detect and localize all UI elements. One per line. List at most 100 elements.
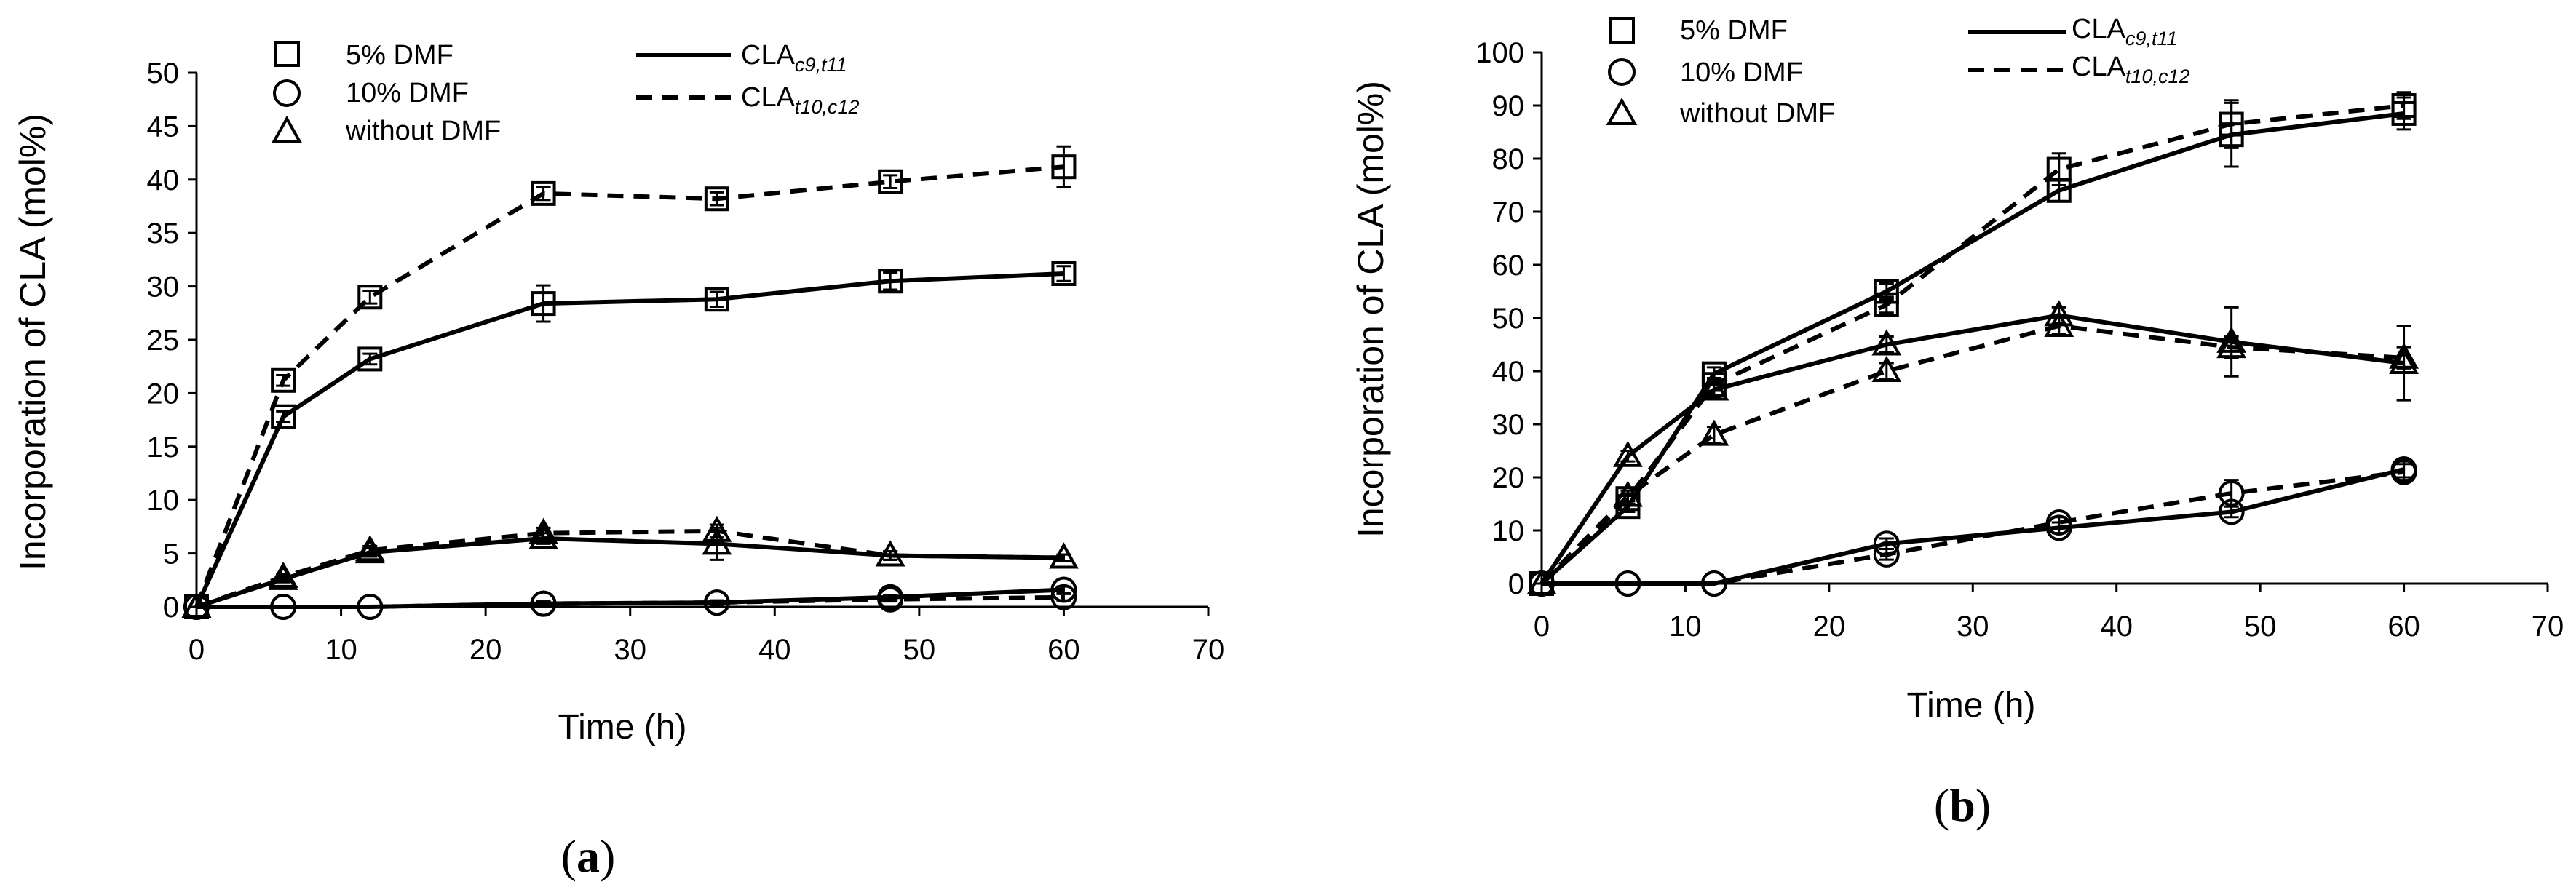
panel-b-plot-area: [1526, 91, 2420, 597]
data-point-triangle: [1526, 568, 1557, 594]
legend-b-label-10dmf: 10% DMF: [1680, 57, 1803, 88]
legend-a-item-nodmf: without DMF: [271, 115, 501, 146]
y-tick-label: 45: [147, 111, 180, 143]
x-tick-label: 10: [1669, 610, 1702, 643]
data-point-triangle: [702, 528, 732, 555]
data-point-triangle: [181, 591, 212, 618]
legend-b-label-nodmf: without DMF: [1679, 98, 1835, 129]
panel-a-xticks: 0 10 20 30 40 50 60 70: [189, 607, 1224, 666]
data-point-square: [878, 169, 903, 194]
panel-b-legend: 5% DMF 10% DMF without DMF CLAc9,t11 CLA…: [1606, 14, 2190, 129]
series-line-triangle-solid: [1539, 313, 2404, 585]
legend-b-item-t10c12: CLAt10,c12: [1968, 52, 2190, 87]
data-point-triangle: [1048, 542, 1079, 569]
data-point-triangle: [702, 515, 732, 542]
circle-marker-icon: [273, 79, 301, 107]
circle-marker-icon: [1608, 58, 1636, 86]
data-point-square: [1051, 154, 1077, 180]
legend-b-item-c9t11: CLAc9,t11: [1968, 14, 2177, 49]
legend-b-item-5dmf: 5% DMF: [1609, 15, 1788, 46]
y-tick-label: 5: [163, 538, 179, 570]
panel-b-label: (b): [1934, 779, 1991, 831]
data-point-triangle: [1699, 419, 1729, 446]
data-point-circle: [703, 589, 730, 616]
legend-a-item-c9t11: CLAc9,t11: [636, 40, 847, 76]
series-line-circle-dashed: [1542, 469, 2404, 586]
data-point-triangle: [528, 517, 559, 544]
legend-a-item-t10c12: CLAt10,c12: [636, 82, 860, 118]
x-tick-label: 40: [2100, 610, 2133, 643]
x-tick-label: 10: [325, 634, 357, 666]
y-tick-label: 50: [147, 57, 180, 90]
y-tick-label: 90: [1492, 90, 1525, 122]
data-point-triangle: [2389, 347, 2420, 375]
y-tick-label: 0: [163, 592, 179, 624]
data-point-triangle: [1871, 355, 1902, 382]
data-point-square: [1615, 486, 1641, 512]
data-point-square: [531, 180, 556, 206]
x-tick-label: 70: [1192, 634, 1225, 666]
x-tick-label: 20: [469, 634, 502, 666]
x-tick-label: 60: [2387, 610, 2420, 643]
y-tick-label: 40: [147, 164, 180, 196]
data-point-triangle: [1613, 480, 1643, 507]
data-point-triangle: [2216, 332, 2247, 359]
data-point-square: [271, 367, 296, 393]
data-point-triangle: [2389, 342, 2420, 369]
x-tick-label: 20: [1813, 610, 1846, 643]
panel-b-ylabel: Incorporation of CLA (mol%): [1350, 81, 1391, 538]
data-point-triangle: [354, 535, 385, 562]
y-tick-label: 100: [1475, 37, 1524, 69]
panel-b-xlabel: Time (h): [1907, 686, 2036, 725]
legend-b-item-10dmf: 10% DMF: [1608, 57, 1803, 88]
data-point-square: [531, 291, 556, 317]
panel-a-ylabel: Incorporation of CLA (mol%): [12, 114, 53, 570]
y-tick-label: 30: [1492, 409, 1525, 441]
legend-a-item-10dmf: 10% DMF: [273, 78, 469, 108]
square-marker-icon: [274, 41, 300, 67]
x-tick-label: 30: [1957, 610, 1989, 643]
data-point-square: [2046, 156, 2072, 182]
triangle-marker-icon: [1606, 97, 1638, 125]
y-tick-label: 40: [1492, 356, 1525, 388]
x-tick-label: 50: [2244, 610, 2277, 643]
data-point-circle: [2218, 480, 2245, 506]
y-tick-label: 80: [1492, 143, 1525, 175]
data-point-circle: [2390, 458, 2417, 485]
series-line-square-dashed: [1539, 103, 2404, 586]
y-tick-label: 35: [147, 218, 180, 250]
y-tick-label: 50: [1492, 303, 1525, 335]
data-point-circle: [1873, 541, 1900, 568]
panel-a-chart: Incorporation of CLA (mol%) 0 5 10 15 20 25 30…: [12, 57, 1224, 882]
legend-b-label-t10c12: CLAt10,c12: [2072, 52, 2190, 87]
panel-a-plot-area: [181, 145, 1079, 620]
data-point-square: [1051, 260, 1077, 286]
data-point-triangle: [1871, 329, 1902, 356]
x-tick-label: 0: [1534, 610, 1550, 643]
panel-b-yticks: 0 10 20 30 40 50 60 70 80 90 100: [1475, 37, 1542, 600]
y-tick-label: 60: [1492, 250, 1525, 282]
y-tick-label: 25: [147, 325, 180, 357]
legend-a-item-5dmf: 5% DMF: [274, 40, 453, 71]
x-tick-label: 70: [2532, 610, 2564, 643]
data-point-triangle: [528, 522, 559, 550]
panel-b-xticks: 0 10 20 30 40 50 60 70: [1534, 584, 2564, 643]
data-point-square: [704, 287, 729, 312]
x-tick-label: 50: [903, 634, 936, 666]
data-point-square: [2391, 93, 2417, 118]
y-tick-label: 20: [1492, 462, 1525, 494]
x-tick-label: 0: [189, 634, 205, 666]
data-point-square: [2219, 111, 2244, 137]
x-tick-label: 60: [1047, 634, 1080, 666]
data-point-circle: [2045, 509, 2072, 536]
legend-a-label-5dmf: 5% DMF: [346, 40, 453, 71]
data-point-square: [357, 346, 383, 372]
legend-a-label-c9t11: CLAc9,t11: [741, 40, 847, 76]
legend-a-label-t10c12: CLAt10,c12: [741, 82, 860, 118]
legend-b-label-c9t11: CLAc9,t11: [2072, 14, 2177, 49]
data-point-square: [357, 285, 383, 310]
legend-a-label-nodmf: without DMF: [345, 116, 501, 146]
data-point-triangle: [875, 540, 905, 567]
data-point-square: [878, 269, 903, 294]
